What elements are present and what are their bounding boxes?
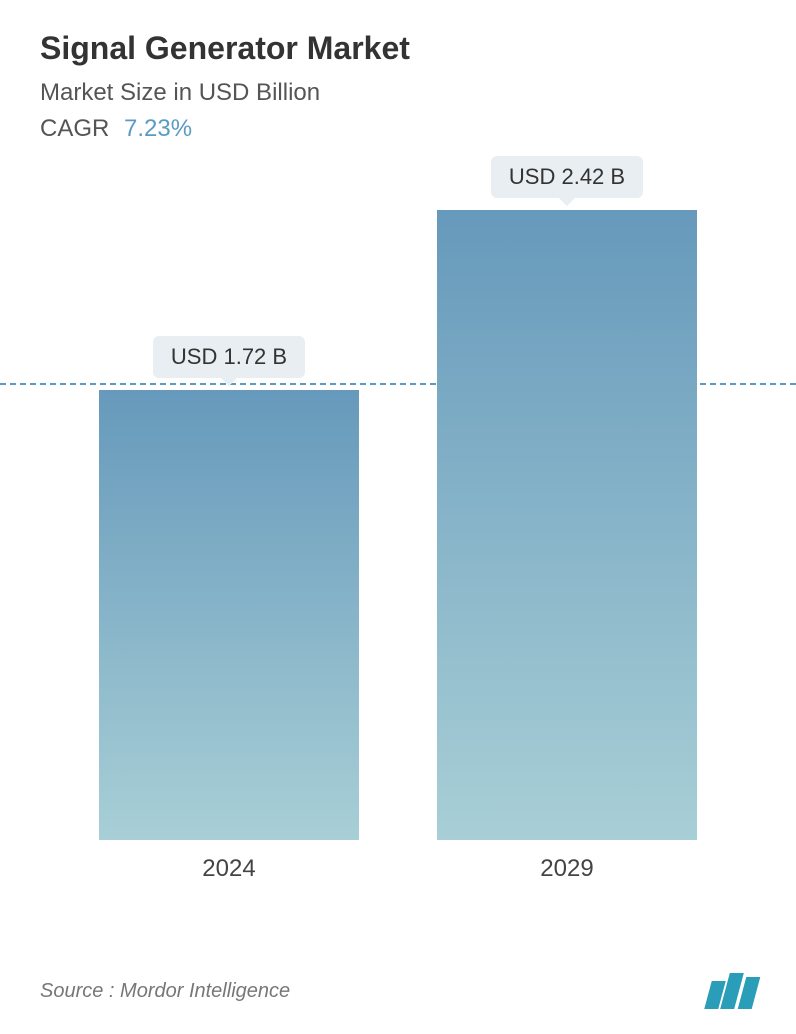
bar-0 [99,390,359,840]
cagr-label: CAGR [40,115,109,142]
chart-area: USD 1.72 B 2024 USD 2.42 B 2029 [40,203,756,883]
bar-group-0: USD 1.72 B 2024 [99,336,359,883]
chart-subtitle: Market Size in USD Billion [40,79,756,107]
bar-1 [437,210,697,840]
cagr-value: 7.23% [124,115,192,142]
value-label-0: USD 1.72 B [153,336,305,378]
cagr-line: CAGR 7.23% [40,115,756,143]
footer: Source : Mordor Intelligence [40,973,756,1009]
x-label-0: 2024 [202,855,255,883]
logo-icon [708,973,756,1009]
value-label-1: USD 2.42 B [491,156,643,198]
bars-container: USD 1.72 B 2024 USD 2.42 B 2029 [40,203,756,883]
chart-title: Signal Generator Market [40,30,756,67]
source-text: Source : Mordor Intelligence [40,980,290,1003]
x-label-1: 2029 [540,855,593,883]
bar-group-1: USD 2.42 B 2029 [437,156,697,883]
chart-container: Signal Generator Market Market Size in U… [0,0,796,1034]
